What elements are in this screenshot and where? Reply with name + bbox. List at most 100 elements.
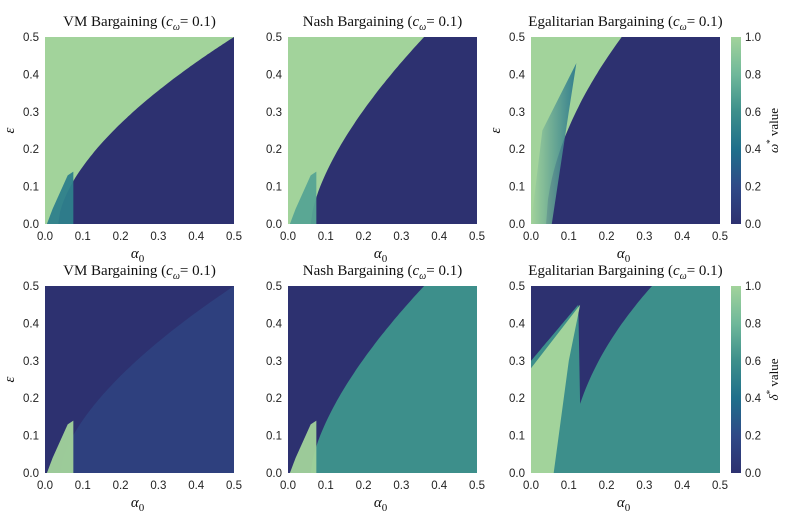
panel-title: Egalitarian Bargaining (cω= 0.1) — [528, 263, 722, 282]
y-tick-label: 0.4 — [509, 318, 526, 330]
x-tick-label: 0.5 — [226, 231, 242, 243]
y-tick-label: 0.3 — [23, 107, 39, 119]
region-lower — [531, 286, 720, 473]
x-tick-label: 0.1 — [75, 480, 91, 492]
x-tick-label: 0.2 — [599, 231, 615, 243]
y-axis-label: ε — [2, 127, 18, 133]
x-tick-label: 0.0 — [280, 231, 296, 243]
x-tick-label: 0.0 — [523, 231, 539, 243]
x-tick-label: 0.1 — [561, 480, 577, 492]
colorbar-2: 0.0 0.2 0.4 0.6 0.8 1.0 δ* value — [731, 281, 781, 480]
colorbar-1: 0.0 0.2 0.4 0.6 0.8 1.0 ω* value — [731, 32, 781, 231]
x-tick-label: 0.4 — [188, 231, 205, 243]
heatmap-body — [288, 286, 477, 473]
x-tick-label: 0.4 — [431, 480, 448, 492]
x-axis-label: α0 — [131, 495, 145, 514]
x-tick-label: 0.1 — [318, 480, 334, 492]
y-tick-label: 0.4 — [23, 318, 40, 330]
y-tick-label: 0.0 — [23, 468, 39, 480]
y-tick-label: 0.1 — [509, 431, 525, 443]
y-tick-label: 0.3 — [266, 356, 282, 368]
y-tick-label: 0.5 — [509, 32, 525, 44]
panel-title: VM Bargaining (cω= 0.1) — [63, 263, 216, 282]
x-tick-label: 0.4 — [674, 231, 691, 243]
x-tick-label: 0.2 — [599, 480, 615, 492]
colorbar-tick-label: 0.8 — [745, 69, 761, 81]
heatmap-body — [288, 37, 477, 224]
heatmap-panel-2: Nash Bargaining (cω= 0.1) 0.0 0.1 0.2 0.3 0.4… — [266, 14, 485, 265]
y-tick-label: 0.1 — [509, 182, 525, 194]
x-tick-label: 0.5 — [469, 231, 485, 243]
region-lower — [288, 286, 477, 473]
y-tick-label: 0.0 — [509, 468, 525, 480]
heatmap-body — [45, 286, 234, 473]
x-tick-label: 0.3 — [636, 480, 652, 492]
heatmap-body — [45, 37, 234, 224]
x-tick-label: 0.4 — [431, 231, 448, 243]
heatmap-panel-6: Egalitarian Bargaining (cω= 0.1) 0.0 0.1 0.… — [509, 263, 728, 514]
y-tick-label: 0.3 — [509, 356, 525, 368]
colorbar-label: δ* value — [765, 358, 781, 400]
x-tick-label: 0.1 — [561, 231, 577, 243]
y-tick-label: 0.2 — [266, 144, 282, 156]
x-tick-label: 0.5 — [712, 231, 728, 243]
heatmap-panel-1: VM Bargaining (cω= 0.1) 0.0 0.1 0.2 0.3 0.4 0.… — [2, 14, 242, 265]
region-lower — [45, 37, 234, 224]
y-tick-label: 0.4 — [266, 318, 283, 330]
x-tick-label: 0.0 — [280, 480, 296, 492]
x-tick-label: 0.5 — [712, 480, 728, 492]
colorbar-tick-label: 0.2 — [745, 431, 761, 443]
panel-title: VM Bargaining (cω= 0.1) — [63, 14, 216, 33]
x-tick-label: 0.3 — [393, 231, 409, 243]
region-strip — [289, 171, 317, 224]
x-tick-label: 0.0 — [523, 480, 539, 492]
y-axis-label: ε — [2, 376, 18, 382]
y-tick-label: 0.1 — [23, 182, 39, 194]
heatmap-panel-3: Egalitarian Bargaining (cω= 0.1) 0.0 0.1 0.… — [488, 14, 728, 265]
colorbar-gradient — [731, 286, 741, 473]
region-strip — [46, 420, 74, 473]
region-lower — [45, 286, 234, 473]
colorbar-tick-label: 0.8 — [745, 318, 761, 330]
colorbar-tick-label: 0.0 — [745, 219, 761, 231]
panel-title: Egalitarian Bargaining (cω= 0.1) — [528, 14, 722, 33]
x-axis-label: α0 — [617, 495, 631, 514]
colorbar-tick-label: 0.4 — [745, 393, 762, 405]
y-tick-label: 0.5 — [266, 281, 282, 293]
colorbar-tick-label: 0.4 — [745, 144, 762, 156]
x-tick-label: 0.3 — [150, 231, 166, 243]
x-tick-label: 0.4 — [674, 480, 691, 492]
y-tick-label: 0.3 — [509, 107, 525, 119]
x-tick-label: 0.0 — [37, 480, 53, 492]
region-lower — [288, 37, 477, 224]
x-tick-label: 0.2 — [113, 480, 129, 492]
y-tick-label: 0.4 — [23, 69, 40, 81]
region-light-band — [531, 304, 581, 473]
colorbar-tick-label: 0.2 — [745, 182, 761, 194]
heatmap-body — [531, 286, 720, 473]
y-tick-label: 0.4 — [509, 69, 526, 81]
panel-title: Nash Bargaining (cω= 0.1) — [303, 14, 462, 33]
y-tick-label: 0.0 — [509, 219, 525, 231]
x-tick-label: 0.3 — [393, 480, 409, 492]
colorbar-tick-label: 1.0 — [745, 32, 761, 44]
y-tick-label: 0.2 — [509, 144, 525, 156]
y-tick-label: 0.1 — [23, 431, 39, 443]
y-tick-label: 0.5 — [23, 281, 39, 293]
x-tick-label: 0.3 — [636, 231, 652, 243]
y-tick-label: 0.5 — [266, 32, 282, 44]
y-tick-label: 0.2 — [509, 393, 525, 405]
x-axis-label: α0 — [374, 495, 388, 514]
x-tick-label: 0.3 — [150, 480, 166, 492]
x-tick-label: 0.5 — [226, 480, 242, 492]
colorbar-tick-label: 0.0 — [745, 468, 761, 480]
x-tick-label: 0.4 — [188, 480, 205, 492]
y-tick-label: 0.5 — [509, 281, 525, 293]
x-tick-label: 0.2 — [356, 231, 372, 243]
y-tick-label: 0.0 — [266, 219, 282, 231]
x-tick-label: 0.5 — [469, 480, 485, 492]
y-tick-label: 0.5 — [23, 32, 39, 44]
x-tick-label: 0.1 — [318, 231, 334, 243]
colorbar-tick-label: 1.0 — [745, 281, 761, 293]
